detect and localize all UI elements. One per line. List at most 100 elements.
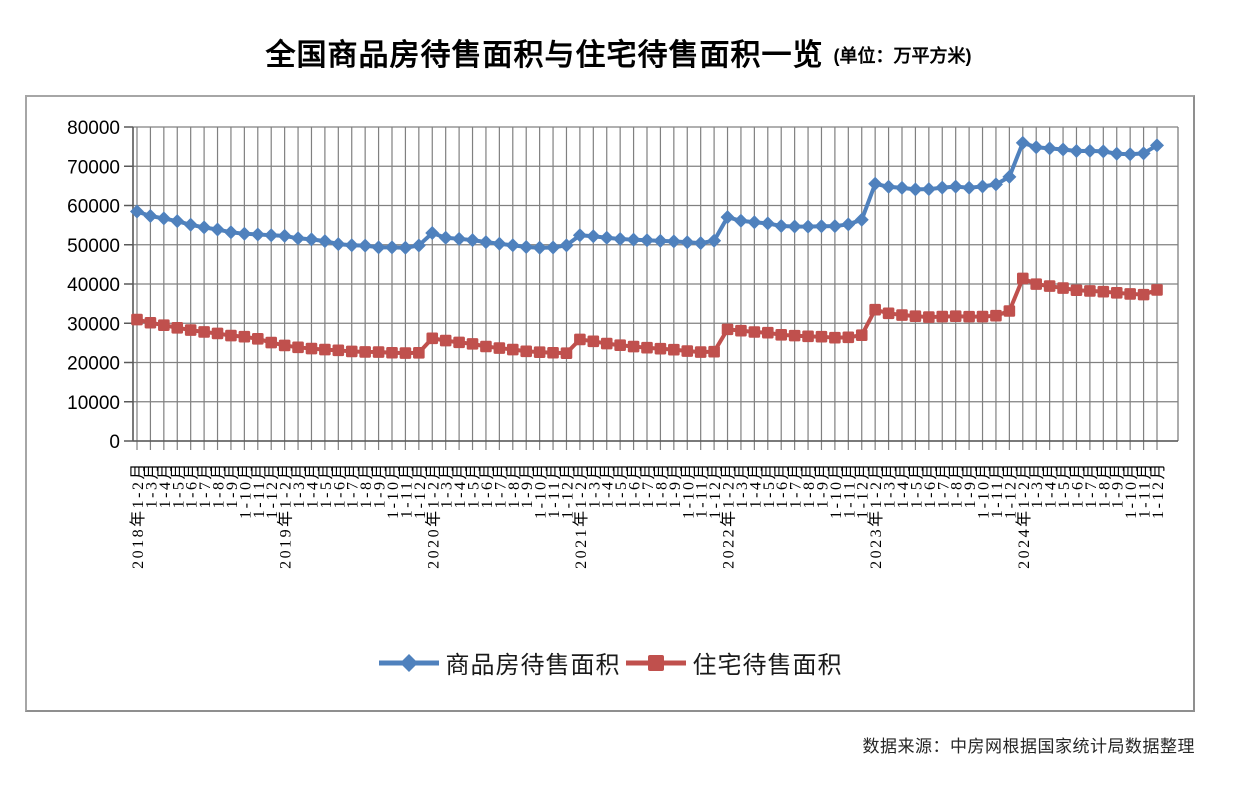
x-tick-label: 2020年1-2月 — [424, 461, 442, 569]
data-point — [707, 233, 722, 248]
data-point — [359, 346, 371, 358]
data-point — [386, 346, 398, 359]
data-point — [1150, 138, 1164, 153]
x-tick-label: 1-6月 — [627, 461, 644, 508]
data-point — [317, 234, 332, 249]
data-point — [532, 240, 547, 255]
data-point — [721, 323, 734, 336]
data-point — [854, 212, 869, 227]
x-tick-label: 1-3月 — [439, 461, 456, 508]
data-point — [908, 182, 923, 197]
data-point — [1043, 280, 1056, 292]
data-point — [1029, 140, 1044, 155]
data-point — [425, 226, 440, 241]
data-point — [184, 324, 197, 336]
data-point — [332, 344, 345, 357]
y-tick-label: 40000 — [67, 275, 120, 296]
x-tick-label: 1-12月 — [559, 461, 576, 519]
data-point — [626, 232, 641, 247]
data-point — [156, 211, 171, 226]
data-point — [975, 179, 990, 194]
x-tick-label: 1-6月 — [479, 461, 496, 508]
x-tick-label: 1-8月 — [358, 461, 375, 508]
data-point — [909, 310, 922, 322]
x-tick-label: 1-10月 — [237, 461, 254, 519]
data-point — [398, 240, 413, 255]
data-point — [627, 340, 640, 353]
data-point — [599, 230, 614, 245]
data-point — [1123, 147, 1138, 162]
x-tick-label: 2023年1-2月 — [867, 461, 885, 569]
data-point — [574, 333, 586, 346]
data-point — [827, 219, 842, 234]
data-point — [170, 214, 185, 229]
legend-label-residential: 住宅待售面积 — [692, 653, 843, 679]
x-tick-label: 1-7月 — [935, 461, 952, 508]
data-point — [291, 231, 306, 246]
y-tick-label: 0 — [109, 432, 120, 453]
data-point — [842, 331, 855, 344]
x-tick-label: 1-7月 — [788, 461, 805, 508]
data-point — [1109, 146, 1124, 161]
legend-label-commercial: 商品房待售面积 — [445, 653, 621, 679]
data-point — [493, 342, 506, 354]
data-point — [411, 238, 426, 253]
data-point — [506, 343, 519, 356]
data-point — [761, 326, 774, 339]
x-tick-label: 1-9月 — [667, 461, 684, 508]
data-point — [720, 210, 735, 225]
data-point — [1097, 285, 1110, 298]
data-point — [1056, 142, 1071, 157]
x-tick-label: 2021年1-2月 — [572, 461, 590, 569]
diamond-marker-icon — [378, 653, 439, 672]
x-tick-label: 1-10月 — [533, 461, 550, 519]
chart-title-unit: (单位：万平方米) — [833, 46, 972, 66]
x-tick-label: 1-5月 — [761, 461, 778, 508]
data-point — [949, 310, 962, 323]
data-point — [747, 215, 762, 230]
x-tick-label: 1-4月 — [304, 461, 321, 508]
x-tick-label: 1-5月 — [170, 461, 187, 508]
data-point — [1003, 305, 1016, 317]
x-tick-label: 1-8月 — [1096, 461, 1113, 508]
x-tick-label: 1-3月 — [1029, 461, 1046, 508]
data-point — [560, 347, 573, 359]
x-tick-label: 1-11月 — [398, 461, 415, 518]
data-point — [505, 238, 520, 253]
x-tick-label: 1-10月 — [680, 461, 697, 519]
data-point — [264, 228, 279, 243]
x-tick-label: 1-10月 — [828, 461, 845, 519]
data-point — [385, 240, 399, 255]
data-point — [319, 343, 331, 356]
x-tick-label: 1-12月 — [855, 461, 872, 519]
x-tick-label: 1-11月 — [989, 461, 1006, 518]
data-point — [144, 316, 157, 329]
y-tick-label: 60000 — [67, 197, 120, 218]
chart-canvas: 0 10000 20000 30000 40000 50000 60000 70000 8000… — [67, 118, 1179, 569]
data-point — [438, 230, 453, 245]
data-point — [344, 238, 359, 253]
x-tick-label: 2019年1-2月 — [277, 461, 295, 569]
x-tick-label: 1-6月 — [922, 461, 939, 508]
data-point — [694, 346, 707, 358]
data-point — [735, 324, 747, 337]
data-point — [372, 346, 385, 358]
data-point — [1002, 169, 1017, 184]
data-point — [1096, 144, 1111, 159]
data-point — [559, 238, 574, 253]
data-point — [962, 180, 977, 195]
data-point — [882, 307, 895, 320]
data-point — [519, 240, 534, 255]
data-point — [1082, 143, 1097, 158]
data-point — [666, 234, 681, 249]
data-point — [895, 180, 909, 195]
data-point — [345, 345, 358, 358]
chart-title-text: 全国商品房待售面积与住宅待售面积一览 — [265, 39, 824, 72]
data-point — [237, 226, 252, 241]
data-point — [988, 177, 1003, 192]
data-point — [223, 225, 238, 240]
x-tick-label: 1-9月 — [814, 461, 831, 508]
data-point — [963, 310, 975, 323]
x-tick-label: 1-7月 — [640, 461, 657, 508]
data-point — [492, 236, 507, 251]
